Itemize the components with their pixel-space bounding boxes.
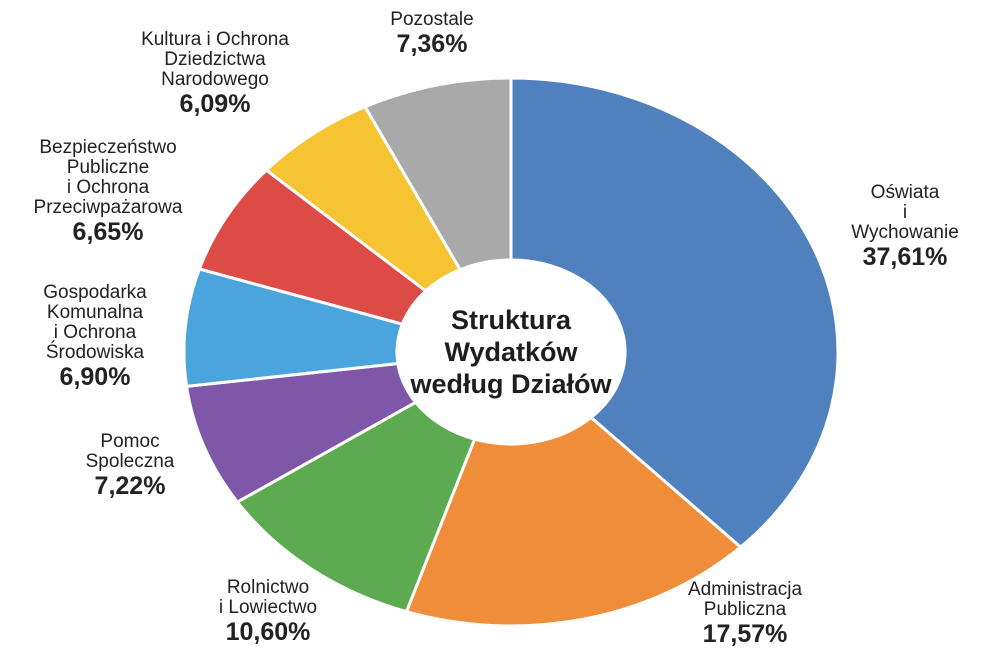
slice-label: Kultura i Ochrona Dziedzictwa Narodowego… [141, 30, 289, 118]
category-name: Administracja Publiczna [688, 580, 802, 620]
category-name: Pozostale [390, 10, 473, 30]
value-label: 17,57% [688, 620, 802, 648]
slice-label: Gospodarka Komunalna i Ochrona Środowisk… [43, 283, 147, 391]
category-name: Kultura i Ochrona Dziedzictwa Narodowego [141, 30, 289, 90]
chart-title: Struktura Wydatków według Działów [410, 304, 611, 400]
category-name: Bezpieczeństwo Publiczne i Ochrona Przec… [34, 138, 183, 218]
category-name: Oświata i Wychowanie [851, 183, 959, 243]
value-label: 37,61% [851, 243, 959, 271]
category-name: Gospodarka Komunalna i Ochrona Środowisk… [43, 283, 147, 363]
value-label: 7,22% [86, 472, 175, 500]
value-label: 6,65% [34, 218, 183, 246]
value-label: 6,09% [141, 90, 289, 118]
slice-label: Bezpieczeństwo Publiczne i Ochrona Przec… [34, 138, 183, 246]
value-label: 6,90% [43, 363, 147, 391]
page: Struktura Wydatków według Działów (() =>… [0, 0, 988, 652]
value-label: 10,60% [219, 618, 317, 646]
category-name: Pomoc Spoleczna [86, 432, 175, 472]
category-name: Rolnictwo i Lowiectwo [219, 578, 317, 618]
value-label: 7,36% [390, 30, 473, 58]
